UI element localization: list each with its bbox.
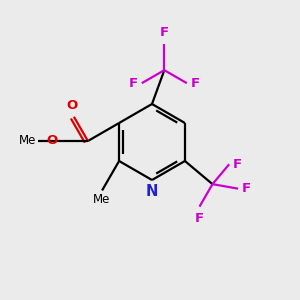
Text: F: F bbox=[129, 77, 138, 90]
Text: F: F bbox=[160, 26, 169, 39]
Text: O: O bbox=[66, 99, 77, 112]
Text: Me: Me bbox=[92, 194, 110, 206]
Text: F: F bbox=[233, 158, 242, 171]
Text: Me: Me bbox=[19, 134, 36, 148]
Text: N: N bbox=[146, 184, 158, 199]
Text: F: F bbox=[191, 77, 200, 90]
Text: F: F bbox=[242, 182, 251, 195]
Text: O: O bbox=[47, 134, 58, 148]
Text: F: F bbox=[195, 212, 204, 225]
